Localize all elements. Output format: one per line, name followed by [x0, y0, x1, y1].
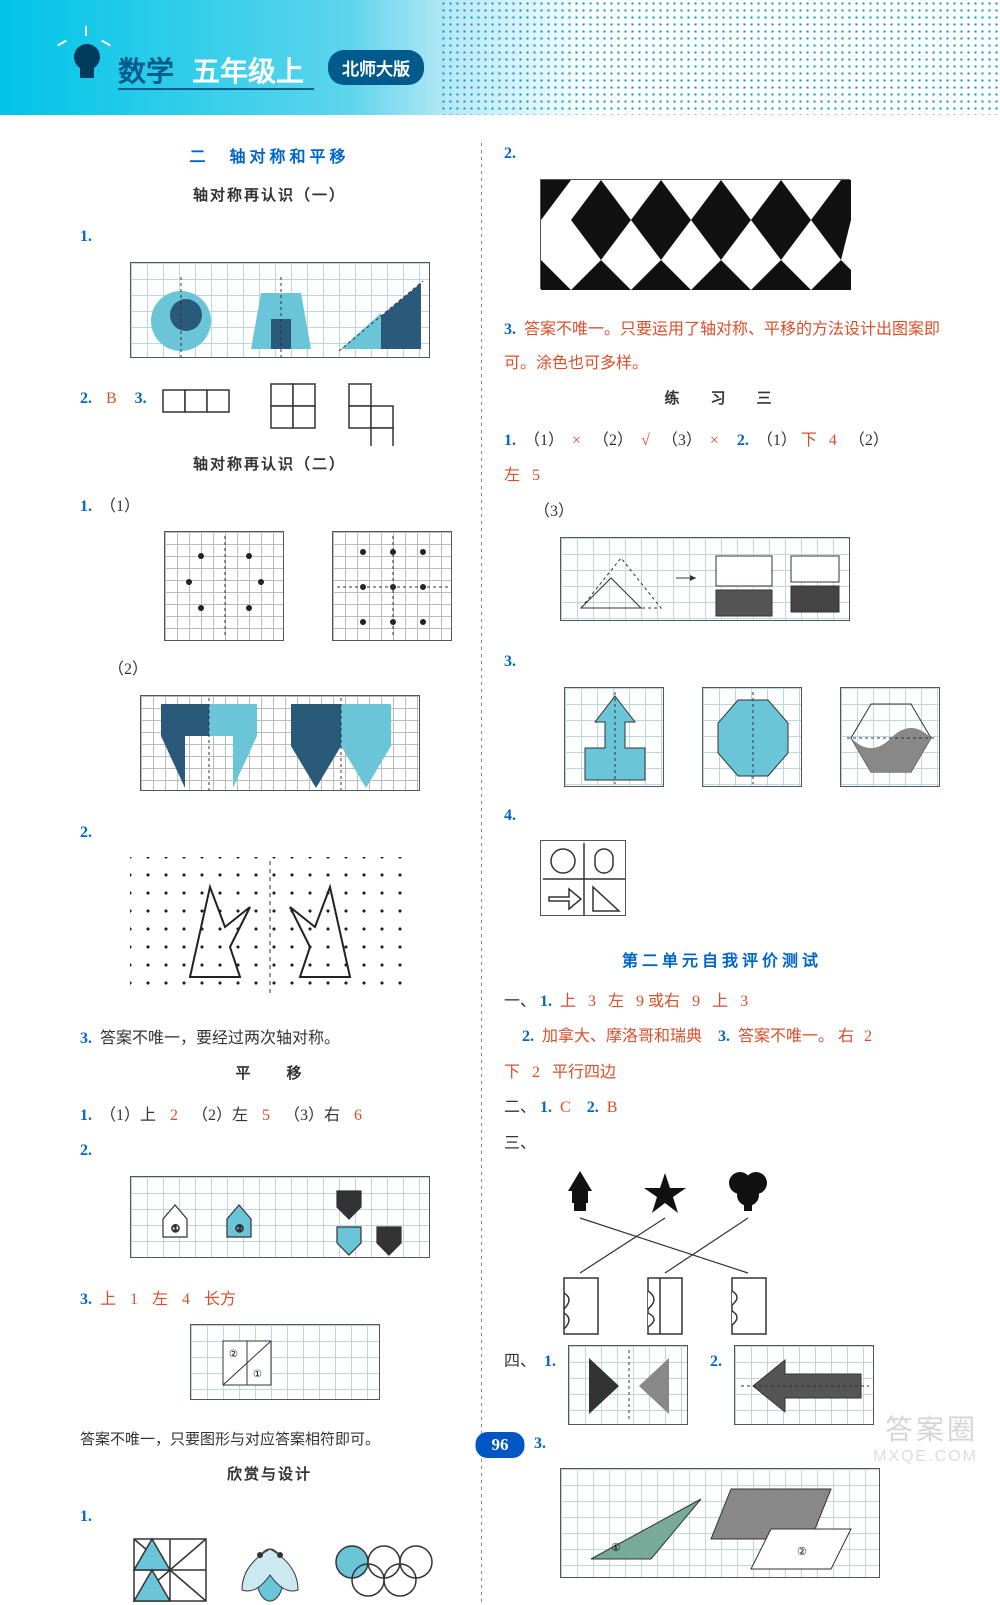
- q-num: 3.: [504, 653, 516, 670]
- figure-ut4-q3: ① ②: [560, 1468, 880, 1578]
- page-body: 二 轴对称和平移 轴对称再认识（一） 1. 2. B 3.: [0, 115, 1000, 1605]
- ut-part1-q2q3: 2. 加拿大、摩洛哥和瑞典 3. 答案不唯一。 右 2: [504, 1020, 940, 1054]
- translation-q3: 3. 上 1 左 4 长方: [80, 1283, 459, 1317]
- svg-text:②: ②: [229, 1349, 238, 1360]
- figure-dot-grids-1: [140, 525, 459, 651]
- figure-translation-rect: ②①: [190, 1324, 380, 1400]
- translation-note: 答案不唯一，只要图形与对应答案相符即可。: [80, 1425, 459, 1457]
- exercise-3-title: 练 习 三: [504, 384, 940, 416]
- figure-translation-houses: ① ② ③: [130, 1176, 430, 1258]
- ex3-q1-q2: 1. （1）× （2）√ （3）× 2. （1） 下 4 （2）: [504, 424, 940, 458]
- translation-q1: 1. （1）上 2 （2）左 5 （3）右 6: [80, 1099, 459, 1133]
- q-num: 1.: [80, 1508, 92, 1525]
- q-num: 3.: [504, 321, 516, 338]
- figure-q3-tiles: [161, 382, 401, 446]
- q-num: 3.: [534, 1435, 546, 1452]
- figure-ex3-q4-icons: [540, 840, 626, 916]
- figure-dotgrid-arrows: [130, 857, 410, 997]
- figure-appreciation-designs: [130, 1535, 459, 1605]
- svg-text:②: ②: [797, 1546, 807, 1558]
- svg-text:②: ②: [235, 1224, 244, 1235]
- q-num: 3.: [80, 1030, 92, 1047]
- answer-text: 答案不唯一。只要运用了轴对称、平移的方法设计出图案即可。涂色也可多样。: [504, 321, 940, 372]
- svg-text:①: ①: [171, 1224, 180, 1235]
- right-column: 2. 3. 答案不唯一。只要运用了轴对称、平移的方法设计出图案即可。涂色也可多样…: [482, 135, 940, 1605]
- figure-matching: [540, 1163, 940, 1343]
- ex3-q2-cont: 左 5: [504, 459, 940, 493]
- figure-diamond-pattern: [540, 179, 850, 289]
- q-num: 1.: [80, 228, 92, 245]
- watermark-line1: 答案圈: [873, 1408, 978, 1448]
- section-title: 二 轴对称和平移: [80, 141, 459, 175]
- q-num: 3.: [135, 382, 147, 416]
- q-num: 1.: [80, 1107, 92, 1124]
- subpart-label: （3）: [534, 503, 574, 520]
- unit-test-title: 第二单元自我评价测试: [504, 945, 940, 979]
- lightbulb-icon: [72, 44, 102, 86]
- q-num: 2.: [504, 145, 516, 162]
- subsection-title-2: 轴对称再认识（二）: [80, 450, 459, 482]
- figure-ex3-p3: [560, 537, 850, 621]
- header-underline: [118, 88, 314, 90]
- subpart-label: （1）: [100, 498, 140, 515]
- svg-text:③: ③: [345, 1195, 354, 1206]
- q-num: 3.: [80, 1291, 92, 1308]
- svg-text:①: ①: [611, 1542, 621, 1554]
- svg-text:①: ①: [253, 1369, 262, 1380]
- subsection-title-3: 平 移: [80, 1059, 459, 1091]
- grade-label: 五年级上: [192, 50, 304, 90]
- q-num: 1.: [80, 498, 92, 515]
- figure-ex3-q3-shapes: [540, 681, 940, 797]
- edition-badge: 北师大版: [328, 50, 424, 85]
- page-number: 96: [476, 1432, 525, 1458]
- q-num: 2.: [80, 1142, 92, 1159]
- q-num: 4.: [504, 807, 516, 824]
- page-header: 数学 五年级上 北师大版: [0, 0, 1000, 115]
- q-num: 2.: [80, 382, 92, 416]
- subsection-title-4: 欣赏与设计: [80, 1460, 459, 1492]
- header-dot-pattern: [440, 0, 1000, 115]
- watermark-line2: MXQE.COM: [873, 1448, 978, 1466]
- q-num: 2.: [80, 824, 92, 841]
- figure-symmetry-shapes-2: [140, 695, 420, 791]
- ut-part3-label: 三、: [504, 1135, 536, 1152]
- ut-part1-q3-cont: 下 2 平行四边: [504, 1056, 940, 1090]
- ut-part1: 一、 1. 上 3 左 9 或右 9 上 3: [504, 985, 940, 1019]
- q3-text-block: 3. 答案不唯一。只要运用了轴对称、平移的方法设计出图案即可。涂色也可多样。: [504, 313, 940, 380]
- subject-label: 数学: [118, 50, 174, 90]
- watermark: 答案圈 MXQE.COM: [873, 1408, 978, 1466]
- subsection-title-1: 轴对称再认识（一）: [80, 181, 459, 213]
- left-column: 二 轴对称和平移 轴对称再认识（一） 1. 2. B 3.: [80, 135, 481, 1605]
- figure-symmetry-shapes-1: [130, 262, 430, 358]
- q2-q3-row: 2. B 3.: [80, 382, 459, 446]
- subpart-label: （2）: [108, 661, 148, 678]
- ut-part2: 二、 1. C 2. B: [504, 1091, 940, 1125]
- answer: B: [106, 382, 117, 416]
- answer-text: 答案不唯一，要经过两次轴对称。: [100, 1030, 340, 1047]
